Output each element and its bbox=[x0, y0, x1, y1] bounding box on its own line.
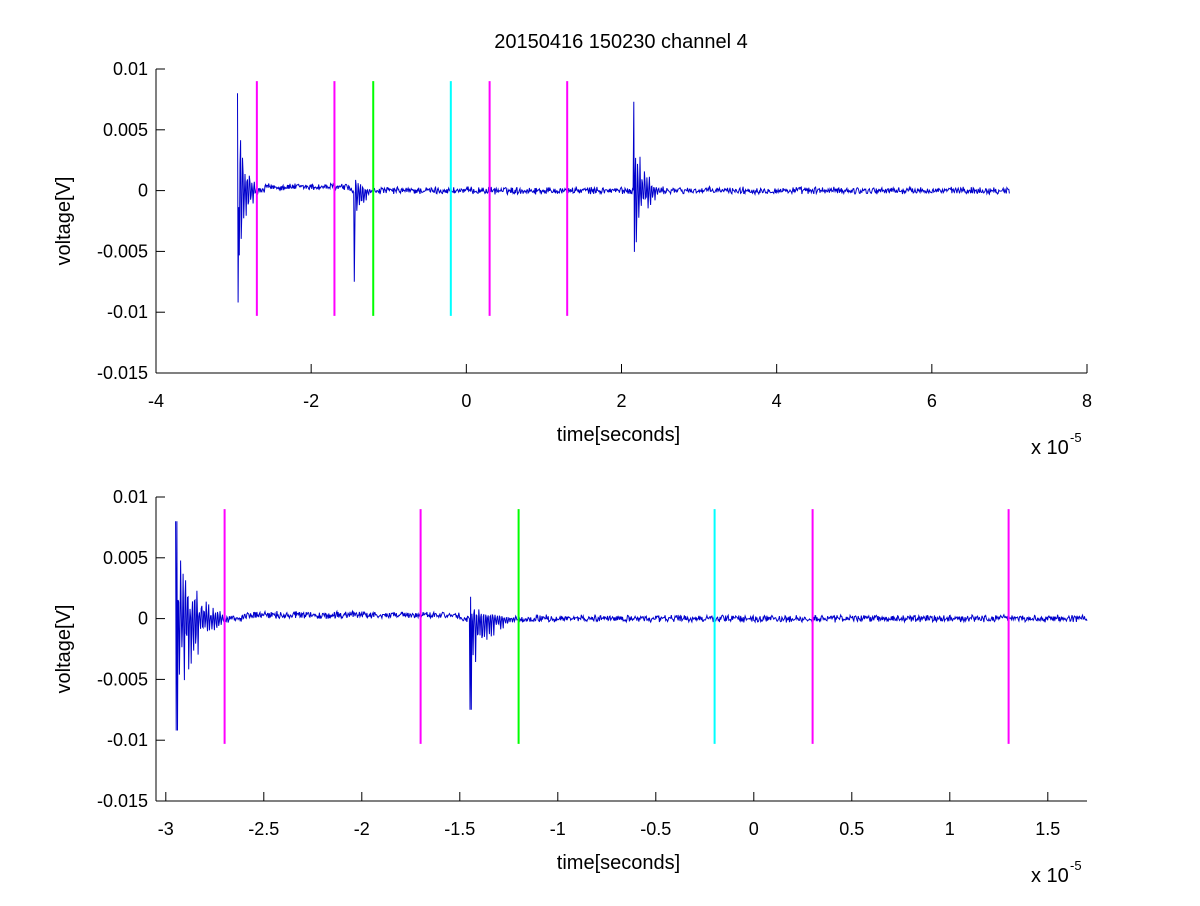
x-tick-label: 2 bbox=[616, 391, 626, 411]
y-tick-label: -0.015 bbox=[97, 791, 148, 811]
y-axis-label: voltage[V] bbox=[53, 605, 75, 694]
signal-trace bbox=[175, 521, 1088, 731]
signal-trace bbox=[237, 93, 1010, 303]
x-tick-label: 1 bbox=[945, 819, 955, 839]
y-tick-label: -0.015 bbox=[97, 363, 148, 383]
x-multiplier: x 10 bbox=[1031, 865, 1069, 887]
y-tick-label: 0.005 bbox=[103, 548, 148, 568]
x-tick-label: -1 bbox=[550, 819, 566, 839]
x-tick-label: -4 bbox=[148, 391, 164, 411]
y-tick-label: -0.01 bbox=[107, 730, 148, 750]
x-multiplier-exponent: -5 bbox=[1070, 858, 1082, 873]
x-tick-label: -3 bbox=[158, 819, 174, 839]
x-multiplier: x 10 bbox=[1031, 437, 1069, 459]
chart-title: 20150416 150230 channel 4 bbox=[494, 31, 748, 53]
x-axis-label: time[seconds] bbox=[557, 424, 680, 446]
x-tick-label: 0.5 bbox=[839, 819, 864, 839]
y-axis-label: voltage[V] bbox=[53, 177, 75, 266]
top-panel: 0.01 0.005 0 -0.005 -0.01 -0.015-4 -2 0 2 4 6 8 time… bbox=[53, 59, 1092, 459]
x-tick-label: 8 bbox=[1082, 391, 1092, 411]
y-tick-label: 0.005 bbox=[103, 120, 148, 140]
x-tick-label: 4 bbox=[772, 391, 782, 411]
x-tick-label: 6 bbox=[927, 391, 937, 411]
x-axis-label: time[seconds] bbox=[557, 852, 680, 874]
y-tick-label: -0.005 bbox=[97, 669, 148, 689]
x-tick-label: -0.5 bbox=[640, 819, 671, 839]
y-tick-label: 0 bbox=[138, 609, 148, 629]
y-tick-label: -0.005 bbox=[97, 241, 148, 261]
x-tick-label: -2 bbox=[354, 819, 370, 839]
x-multiplier-exponent: -5 bbox=[1070, 430, 1082, 445]
y-tick-label: 0.01 bbox=[113, 487, 148, 507]
x-tick-label: -2 bbox=[303, 391, 319, 411]
x-tick-label: 0 bbox=[749, 819, 759, 839]
x-tick-label: -2.5 bbox=[248, 819, 279, 839]
x-tick-label: 0 bbox=[461, 391, 471, 411]
y-tick-label: 0.01 bbox=[113, 59, 148, 79]
y-tick-label: 0 bbox=[138, 181, 148, 201]
x-tick-label: -1.5 bbox=[444, 819, 475, 839]
x-tick-label: 1.5 bbox=[1035, 819, 1060, 839]
y-tick-label: -0.01 bbox=[107, 302, 148, 322]
bottom-panel: 0.01 0.005 0 -0.005 -0.01 -0.015 -3 -2.5 -2 -1.5 -… bbox=[53, 487, 1088, 887]
